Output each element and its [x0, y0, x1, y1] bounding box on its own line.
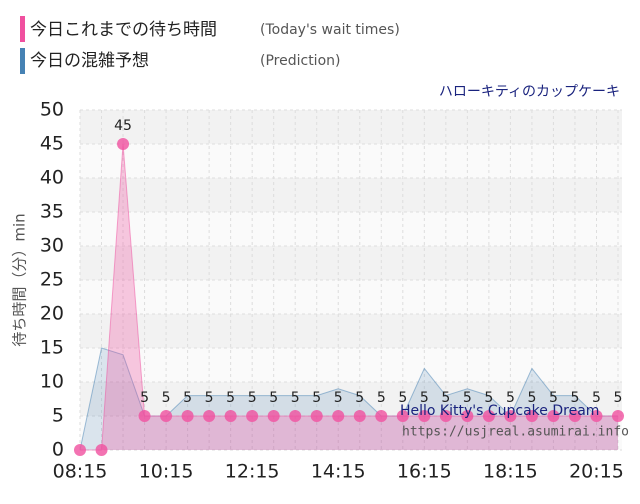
data-label: 5	[570, 390, 579, 406]
series-area	[80, 348, 618, 450]
data-label: 5	[506, 390, 515, 406]
data-point	[289, 410, 302, 422]
data-label: 5	[377, 390, 386, 406]
grid-band	[80, 246, 622, 280]
legend-label: 今日の混雑予想	[30, 51, 149, 71]
data-label: 5	[291, 390, 300, 406]
grid-band	[80, 280, 622, 314]
data-label: 5	[484, 390, 493, 406]
data-point	[95, 444, 108, 456]
data-point	[612, 410, 624, 422]
watermark: Hello Kitty's Cupcake Dream	[400, 403, 599, 419]
x-tick-label: 20:15	[569, 461, 624, 483]
y-tick-label: 20	[40, 303, 64, 325]
data-label: 5	[334, 390, 343, 406]
y-tick-label: 35	[40, 201, 64, 223]
data-label: 5	[248, 390, 257, 406]
data-point	[224, 410, 237, 422]
data-point	[117, 138, 130, 150]
y-tick-label: 10	[40, 371, 64, 393]
grid-band	[80, 348, 622, 382]
y-tick-label: 0	[52, 439, 64, 461]
x-tick-label: 10:15	[139, 461, 194, 483]
data-label: 5	[205, 390, 214, 406]
y-tick-label: 45	[40, 133, 64, 155]
data-label: 5	[592, 390, 601, 406]
grid-band	[80, 178, 622, 212]
data-point	[74, 444, 86, 456]
y-tick-label: 40	[40, 167, 64, 189]
y-tick-label: 50	[40, 99, 64, 121]
legend-note: (Today's wait times)	[260, 22, 400, 38]
data-label: 5	[398, 390, 407, 406]
data-label: 5	[269, 390, 278, 406]
data-label: 5	[162, 390, 171, 406]
legend-swatch	[20, 48, 25, 74]
data-point	[568, 410, 581, 422]
legend-swatch	[20, 16, 25, 42]
grid-band	[80, 110, 622, 144]
x-tick-label: 08:15	[53, 461, 108, 483]
legend-label: 今日これまでの待ち時間	[30, 20, 217, 40]
data-point	[547, 410, 560, 422]
subtitle: ハローキティのカップケーキ	[439, 84, 620, 100]
y-tick-label: 15	[40, 337, 64, 359]
data-point	[439, 410, 452, 422]
watermark: https://usjreal.asumirai.info	[402, 425, 629, 440]
data-label: 45	[114, 118, 132, 134]
data-label: 5	[183, 390, 192, 406]
data-point	[160, 410, 173, 422]
x-tick-label: 16:15	[397, 461, 452, 483]
data-label: 5	[420, 390, 429, 406]
data-point	[181, 410, 194, 422]
data-label: 5	[355, 390, 364, 406]
data-point	[461, 410, 474, 422]
y-axis-label: 待ち時間（分）min	[11, 213, 29, 346]
data-label: 5	[527, 390, 536, 406]
data-point	[418, 410, 431, 422]
data-label: 5	[226, 390, 235, 406]
data-point	[396, 410, 409, 422]
y-tick-label: 30	[40, 235, 64, 257]
data-point	[267, 410, 280, 422]
data-point	[525, 410, 538, 422]
data-label: 5	[441, 390, 450, 406]
data-point	[246, 410, 259, 422]
data-label: 5	[463, 390, 472, 406]
data-point	[138, 410, 151, 422]
data-point	[590, 410, 603, 422]
x-tick-label: 18:15	[483, 461, 538, 483]
data-point	[310, 410, 323, 422]
x-tick-label: 14:15	[311, 461, 366, 483]
grid-band	[80, 144, 622, 178]
y-tick-label: 25	[40, 269, 64, 291]
data-point	[482, 410, 495, 422]
data-label: 5	[614, 390, 623, 406]
x-tick-label: 12:15	[225, 461, 280, 483]
data-point	[504, 410, 517, 422]
data-point	[332, 410, 345, 422]
data-point	[203, 410, 216, 422]
grid-band	[80, 314, 622, 348]
data-point	[353, 410, 366, 422]
data-label: 5	[312, 390, 321, 406]
legend-note: (Prediction)	[260, 53, 340, 69]
grid-band	[80, 212, 622, 246]
y-tick-label: 5	[52, 405, 64, 427]
data-label: 5	[140, 390, 149, 406]
series-area	[80, 144, 618, 450]
data-point	[375, 410, 388, 422]
data-label: 5	[549, 390, 558, 406]
